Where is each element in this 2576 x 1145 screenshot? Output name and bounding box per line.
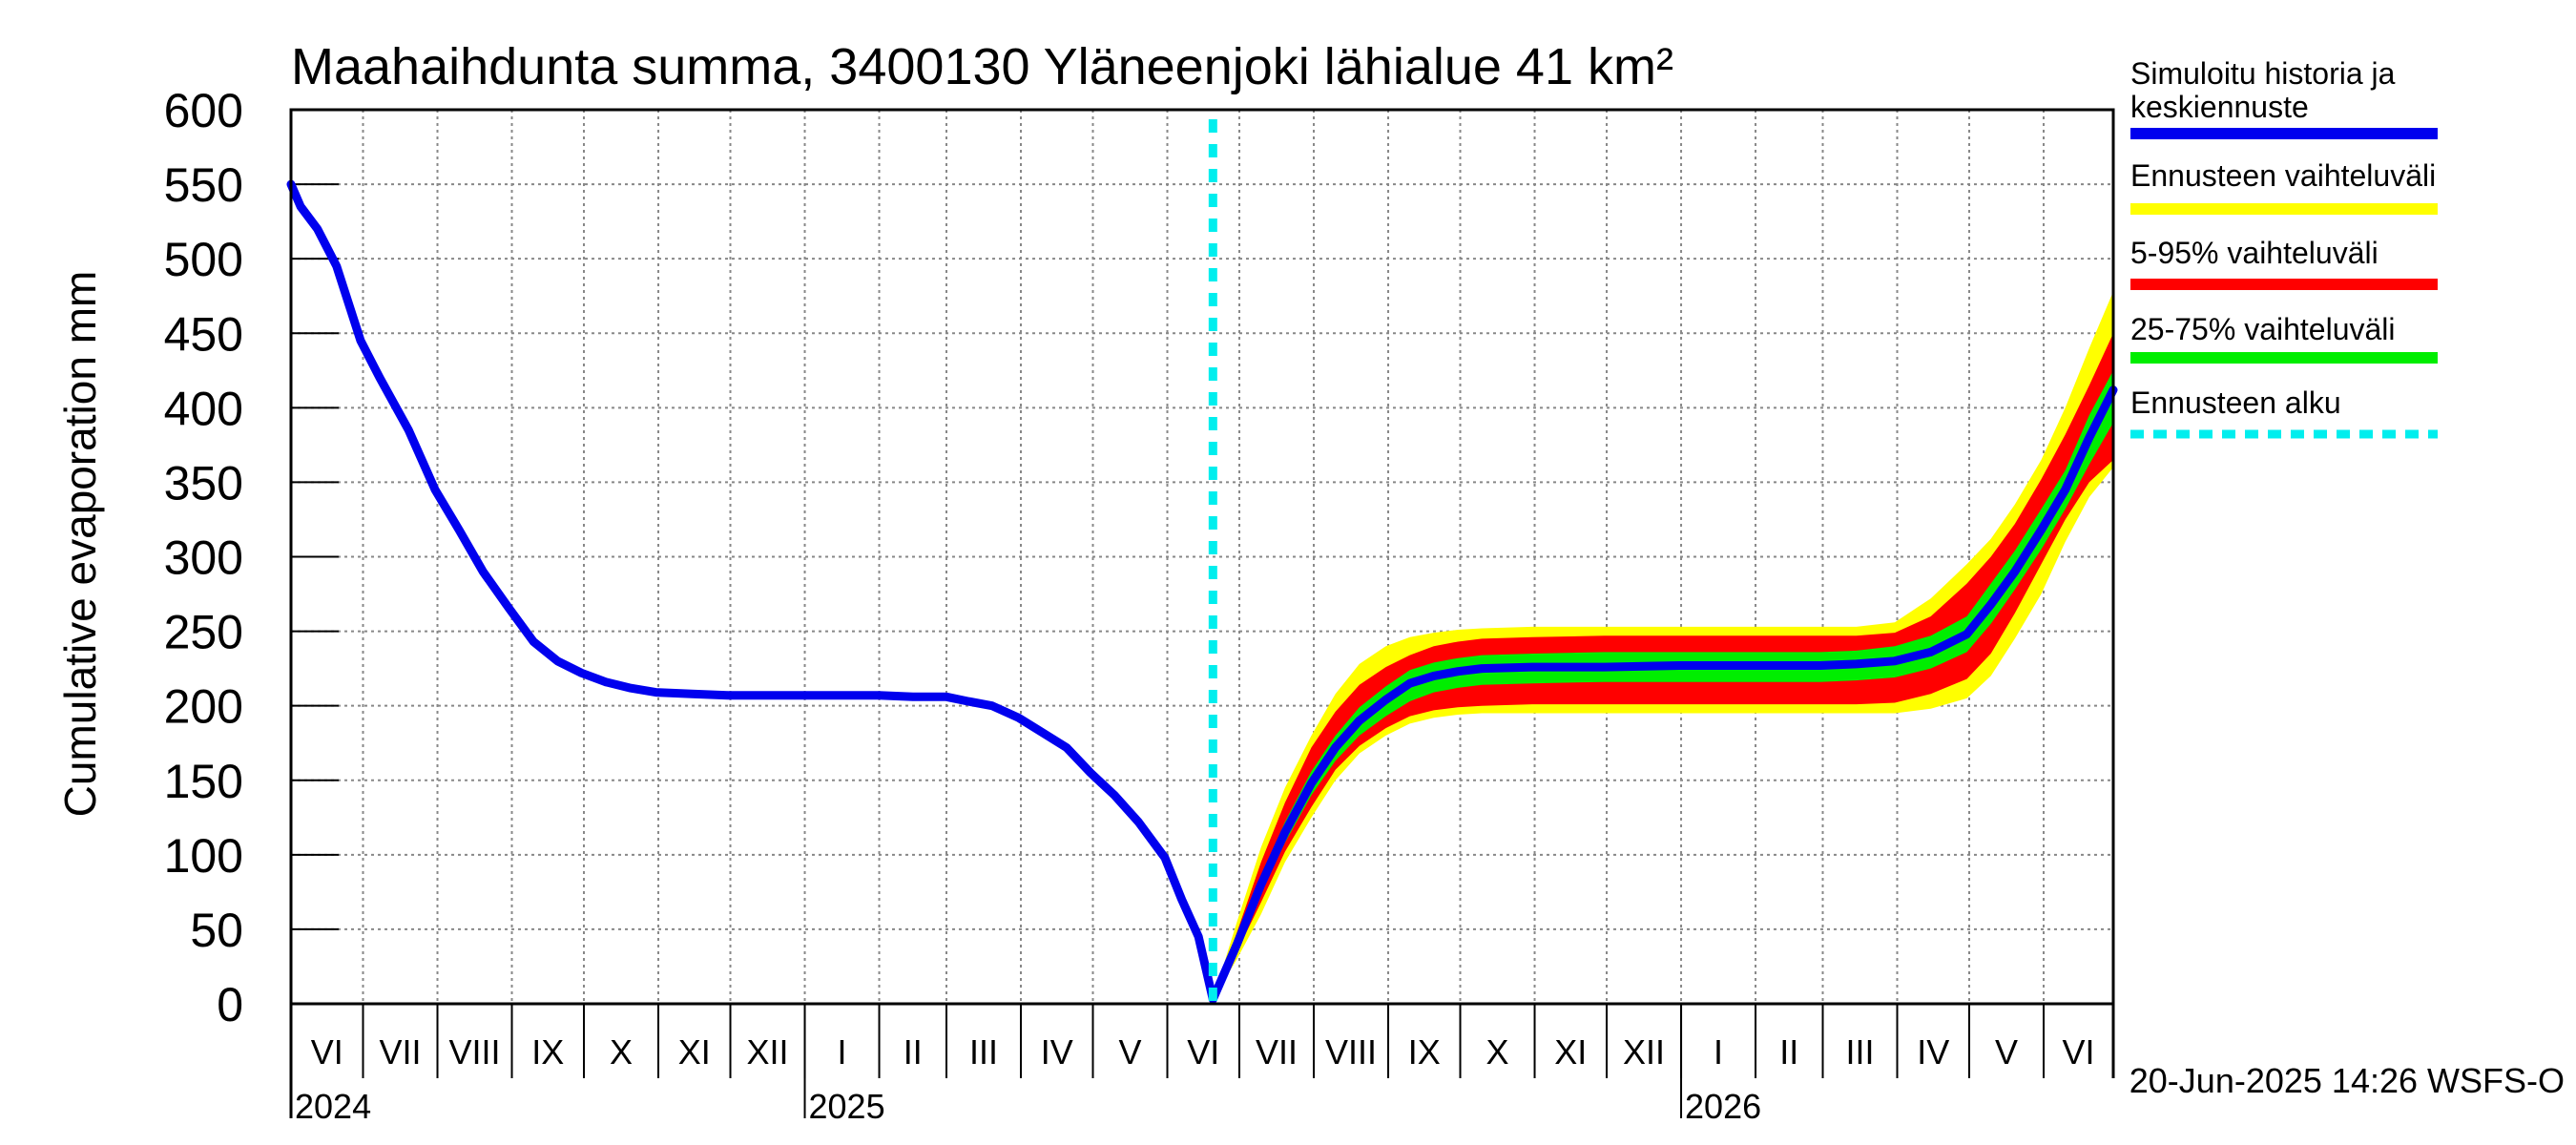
forecast-bands bbox=[1213, 291, 2113, 1000]
series-lines bbox=[286, 119, 2118, 1004]
month-label: II bbox=[1779, 1032, 1798, 1072]
month-label: I bbox=[838, 1032, 847, 1072]
month-label: V bbox=[1995, 1032, 2018, 1072]
y-tick-label: 50 bbox=[190, 904, 243, 957]
y-tick-label: 500 bbox=[164, 233, 243, 286]
plot-border bbox=[289, 108, 2115, 1006]
month-label: VIII bbox=[1325, 1032, 1377, 1072]
month-label: XII bbox=[747, 1032, 789, 1072]
month-label: VII bbox=[1256, 1032, 1298, 1072]
legend-label: keskiennuste bbox=[2130, 90, 2309, 124]
x-axis-years: 2024 2025 2026 bbox=[290, 1004, 1761, 1126]
band-00ee00 bbox=[1213, 370, 2113, 1000]
month-label: I bbox=[1714, 1032, 1723, 1072]
y-tick-label: 150 bbox=[164, 755, 243, 808]
y-tick-label: 350 bbox=[164, 456, 243, 510]
footer-timestamp: 20-Jun-2025 14:26 WSFS-O bbox=[2129, 1061, 2565, 1100]
month-label: XII bbox=[1623, 1032, 1665, 1072]
y-tick-label: 200 bbox=[164, 680, 243, 734]
month-label: III bbox=[1846, 1032, 1875, 1072]
year-label: 2026 bbox=[1685, 1087, 1761, 1126]
month-label: IV bbox=[1917, 1032, 1949, 1072]
legend-label: Ennusteen alku bbox=[2130, 385, 2341, 420]
y-tick-label: 450 bbox=[164, 307, 243, 361]
month-label: IV bbox=[1041, 1032, 1073, 1072]
month-label: IX bbox=[1408, 1032, 1441, 1072]
y-tick-label: 600 bbox=[164, 84, 243, 137]
x-axis-months: VI VII VIII IX X XI XII I II III IV V VI VII VIII IX X XI… bbox=[290, 1004, 2095, 1078]
grid bbox=[291, 109, 2113, 1005]
month-label: VIII bbox=[448, 1032, 500, 1072]
month-label: VI bbox=[2063, 1032, 2095, 1072]
month-label: VI bbox=[1187, 1032, 1219, 1072]
y-tick-label: 400 bbox=[164, 382, 243, 435]
legend-label: Ennusteen vaihteluväli bbox=[2130, 158, 2436, 193]
month-label: VI bbox=[311, 1032, 343, 1072]
y-tick-label: 0 bbox=[217, 978, 243, 1031]
month-label: VII bbox=[379, 1032, 421, 1072]
y-tick-labels: 0 50 100 150 200 250 300 350 400 450 500 550 600 bbox=[164, 84, 243, 1031]
month-label: II bbox=[904, 1032, 923, 1072]
chart-title: Maahaihdunta summa, 3400130 Yläneenjoki … bbox=[291, 38, 1673, 95]
year-label: 2024 bbox=[295, 1087, 371, 1126]
month-label: X bbox=[1486, 1032, 1509, 1072]
month-label: XI bbox=[678, 1032, 711, 1072]
legend-item: 5-95% vaihteluväli bbox=[2130, 236, 2438, 290]
month-label: IX bbox=[531, 1032, 564, 1072]
series-line-simulated bbox=[286, 179, 2118, 1004]
y-axis-label: Cumulative evaporation mm bbox=[55, 271, 105, 818]
y-tick-label: 550 bbox=[164, 158, 243, 212]
legend-item: Ennusteen alku bbox=[2130, 385, 2438, 439]
month-label: III bbox=[969, 1032, 998, 1072]
legend-label: 5-95% vaihteluväli bbox=[2130, 236, 2379, 270]
y-tick-label: 250 bbox=[164, 606, 243, 659]
year-label: 2025 bbox=[809, 1087, 885, 1126]
month-label: XI bbox=[1554, 1032, 1587, 1072]
legend-label: Simuloitu historia ja bbox=[2130, 56, 2396, 91]
month-label: V bbox=[1118, 1032, 1141, 1072]
legend-label: 25-75% vaihteluväli bbox=[2130, 312, 2396, 346]
legend-item: Ennusteen vaihteluväli bbox=[2130, 158, 2438, 215]
legend-item: 25-75% vaihteluväli bbox=[2130, 312, 2438, 364]
y-tick-label: 300 bbox=[164, 531, 243, 585]
y-tick-label: 100 bbox=[164, 829, 243, 883]
month-label: X bbox=[610, 1032, 633, 1072]
